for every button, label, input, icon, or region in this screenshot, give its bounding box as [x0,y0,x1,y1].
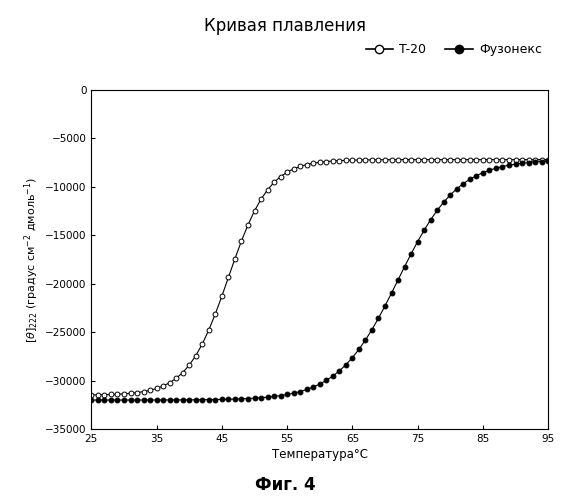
X-axis label: Температура°C: Температура°C [272,448,368,461]
Y-axis label: $[\theta]_{222}$ (градус см$^{-2}$ дмоль$^{-1}$): $[\theta]_{222}$ (градус см$^{-2}$ дмоль… [22,177,41,342]
Text: Фиг. 4: Фиг. 4 [255,476,316,494]
Text: Кривая плавления: Кривая плавления [204,17,367,35]
Legend: T-20, Фузонекс: T-20, Фузонекс [365,43,542,56]
